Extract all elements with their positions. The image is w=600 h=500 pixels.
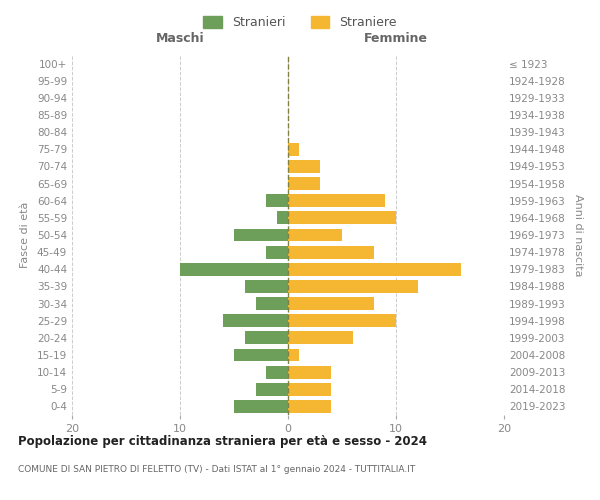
- Y-axis label: Fasce di età: Fasce di età: [20, 202, 30, 268]
- Bar: [288, 263, 461, 276]
- Bar: [288, 348, 299, 362]
- Text: Maschi: Maschi: [155, 32, 205, 44]
- Y-axis label: Anni di nascita: Anni di nascita: [572, 194, 583, 276]
- Text: Popolazione per cittadinanza straniera per età e sesso - 2024: Popolazione per cittadinanza straniera p…: [18, 435, 427, 448]
- Bar: [288, 160, 320, 173]
- Bar: [288, 366, 331, 378]
- Bar: [223, 314, 288, 327]
- Bar: [266, 246, 288, 258]
- Bar: [256, 297, 288, 310]
- Bar: [288, 228, 342, 241]
- Bar: [288, 332, 353, 344]
- Bar: [288, 314, 396, 327]
- Bar: [288, 297, 374, 310]
- Bar: [234, 228, 288, 241]
- Text: COMUNE DI SAN PIETRO DI FELETTO (TV) - Dati ISTAT al 1° gennaio 2024 - TUTTITALI: COMUNE DI SAN PIETRO DI FELETTO (TV) - D…: [18, 465, 415, 474]
- Bar: [266, 194, 288, 207]
- Bar: [256, 383, 288, 396]
- Bar: [234, 348, 288, 362]
- Bar: [245, 332, 288, 344]
- Bar: [245, 280, 288, 293]
- Bar: [288, 177, 320, 190]
- Bar: [288, 194, 385, 207]
- Bar: [266, 366, 288, 378]
- Bar: [234, 400, 288, 413]
- Bar: [288, 383, 331, 396]
- Bar: [288, 246, 374, 258]
- Bar: [180, 263, 288, 276]
- Text: Femmine: Femmine: [364, 32, 428, 44]
- Bar: [288, 212, 396, 224]
- Bar: [288, 143, 299, 156]
- Bar: [277, 212, 288, 224]
- Legend: Stranieri, Straniere: Stranieri, Straniere: [198, 11, 402, 34]
- Bar: [288, 280, 418, 293]
- Bar: [288, 400, 331, 413]
